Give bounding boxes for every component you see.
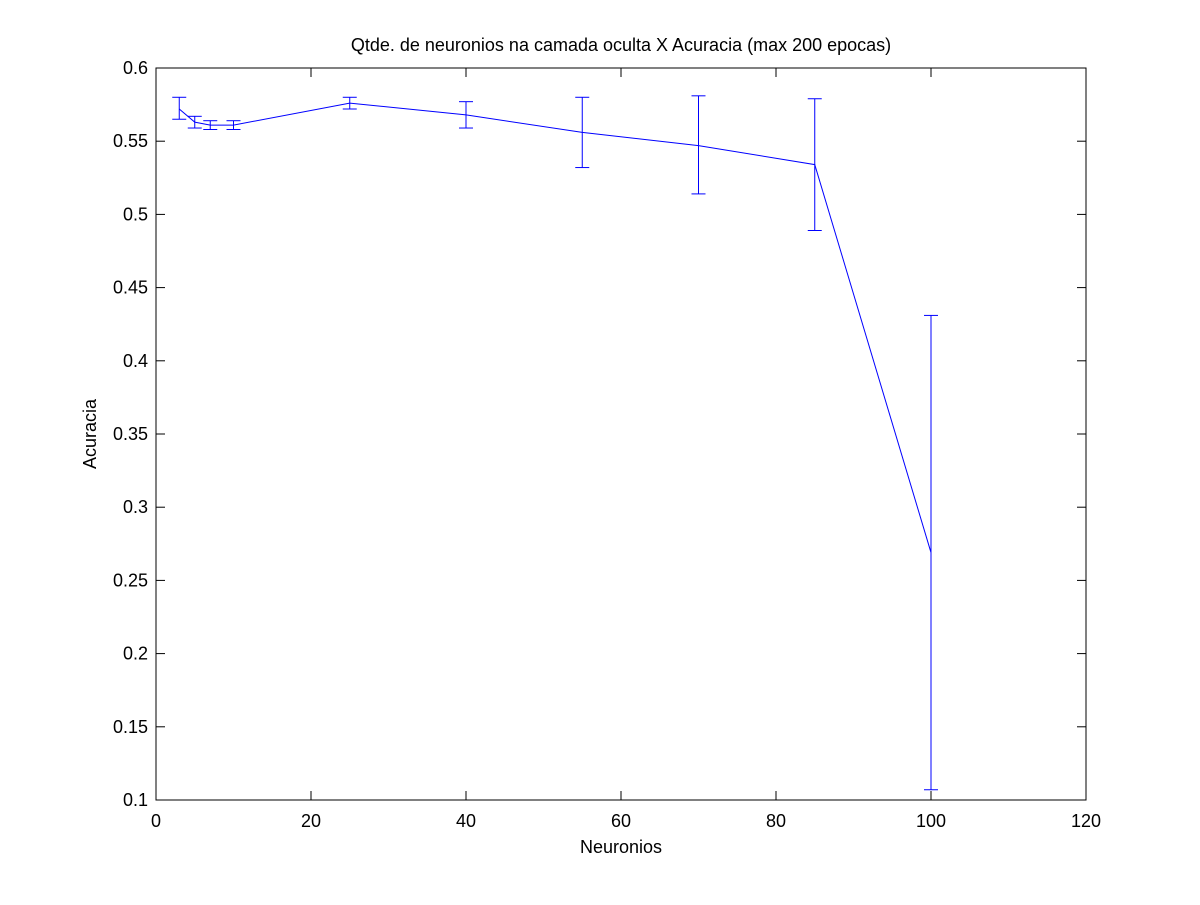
error-bar [459, 101, 473, 129]
y-tick-label: 0.4 [123, 351, 148, 371]
x-tick-label: 60 [611, 811, 631, 831]
plot-background [156, 68, 1086, 800]
tick-labels: 0 20 40 60 80 100 120 0.1 0.15 0.2 0.25 0.3 0.35 0.4 0… [113, 58, 1101, 831]
error-bar [187, 115, 202, 129]
error-bar [807, 98, 822, 232]
x-tick-label: 120 [1071, 811, 1101, 831]
y-tick-label: 0.25 [113, 570, 148, 590]
x-tick-label: 20 [301, 811, 321, 831]
y-axis-title: Acuracia [80, 398, 100, 469]
y-tick-label: 0.5 [123, 204, 148, 224]
x-tick-label: 100 [916, 811, 946, 831]
x-axis-title: Neuronios [580, 837, 662, 857]
y-tick-label: 0.45 [113, 278, 148, 298]
y-tick-label: 0.6 [123, 58, 148, 78]
x-tick-label: 0 [151, 811, 161, 831]
x-tick-label: 80 [766, 811, 786, 831]
y-tick-label: 0.1 [123, 790, 148, 810]
error-bar [172, 96, 187, 120]
chart-title: Qtde. de neuronios na camada oculta X Ac… [351, 35, 891, 55]
error-bar [924, 314, 938, 791]
error-bar [203, 120, 218, 130]
error-bar [342, 96, 357, 110]
y-tick-label: 0.2 [123, 644, 148, 664]
error-bar [226, 120, 241, 130]
series-layer [172, 95, 938, 791]
series-line [178, 102, 932, 553]
x-tick-label: 40 [456, 811, 476, 831]
y-tick-label: 0.15 [113, 717, 148, 737]
y-tick-label: 0.55 [113, 131, 148, 151]
error-bar [575, 96, 590, 169]
plot-frame [155, 67, 1087, 801]
error-bar [691, 95, 706, 195]
y-tick-label: 0.3 [123, 497, 148, 517]
y-tick-label: 0.35 [113, 424, 148, 444]
